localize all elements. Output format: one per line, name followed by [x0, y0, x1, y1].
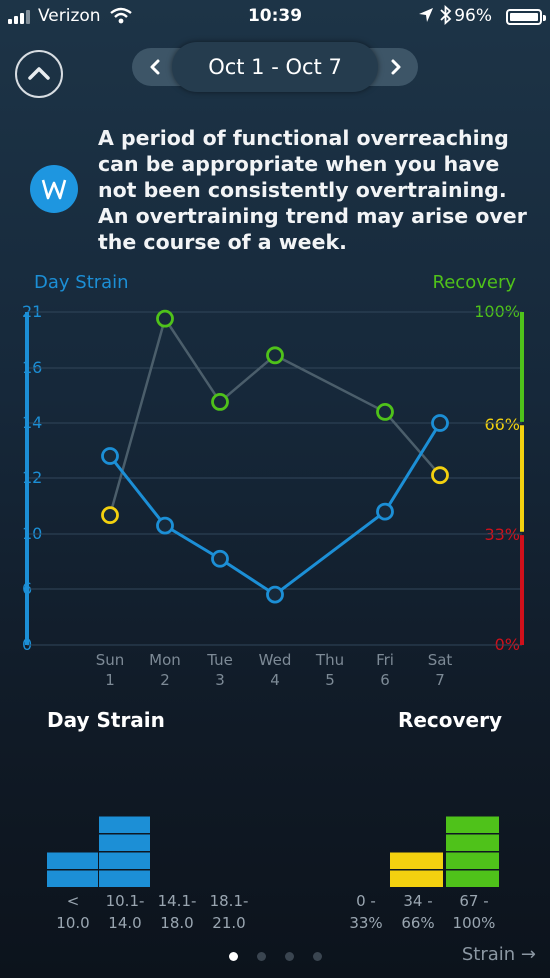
wifi-icon	[110, 7, 132, 24]
page-dot[interactable]	[313, 952, 322, 961]
strain-bin-segment	[99, 834, 150, 851]
day-label: Wed 4	[258, 651, 292, 689]
left-axis-title: Day Strain	[34, 272, 129, 293]
battery-icon	[506, 9, 546, 25]
day-label: Mon 2	[149, 651, 181, 689]
trend-chart	[25, 309, 524, 646]
recovery-distribution-title: Recovery	[397, 708, 502, 732]
right-tick-label: 66%	[484, 415, 520, 435]
bin-label: 34 -66%	[401, 892, 435, 932]
recovery-bin-segment	[446, 834, 499, 851]
page-dot[interactable]	[257, 952, 266, 961]
strain-line	[108, 422, 442, 597]
date-range-pill[interactable]	[172, 42, 378, 92]
collapse-button[interactable]	[15, 50, 63, 98]
carrier-label: Verizon	[38, 6, 101, 26]
recovery-bin-segment	[390, 870, 443, 887]
right-axis-title: Recovery	[432, 272, 516, 293]
recovery-point	[266, 346, 284, 365]
distribution-bars	[47, 816, 499, 887]
bin-label: 14.1- 18.0	[157, 892, 197, 932]
bin-label: 18.1- 21.0	[209, 892, 249, 932]
recovery-point	[431, 466, 449, 485]
recovery-bin-segment	[390, 852, 443, 869]
insight-text: A period of functional overreaching can …	[98, 126, 527, 254]
chevron-left-icon	[150, 59, 160, 75]
status-bar: Verizon 10:39 96%	[0, 0, 550, 32]
next-week-button[interactable]	[381, 52, 411, 82]
strain-point	[431, 414, 449, 432]
page-dot[interactable]	[285, 952, 294, 961]
strain-point	[156, 516, 174, 535]
strain-bin-segment	[99, 870, 150, 887]
recovery-bin-segment	[446, 852, 499, 869]
chevron-right-icon	[391, 59, 401, 75]
day-label: Tue 3	[207, 651, 233, 689]
strain-bin-segment	[47, 852, 98, 869]
bin-label: 67 -100%	[452, 892, 496, 932]
battery-percent: 96%	[454, 6, 492, 26]
page-dot[interactable]	[229, 952, 238, 961]
day-label: Sun 1	[95, 651, 125, 689]
recovery-point	[376, 402, 394, 421]
whoop-logo-icon	[30, 165, 78, 213]
recovery-line	[108, 315, 441, 516]
strain-point	[211, 549, 229, 568]
strain-distribution-title: Day Strain	[47, 708, 165, 732]
day-label: Thu 5	[315, 651, 345, 689]
strain-point	[101, 447, 119, 465]
recovery-point	[211, 393, 229, 411]
date-range-label: Oct 1 - Oct 7	[208, 55, 342, 79]
strain-bin-segment	[47, 870, 98, 887]
day-label: Fri 6	[376, 651, 394, 689]
recovery-bin-segment	[446, 816, 499, 833]
location-icon	[419, 8, 433, 22]
strain-bin-segment	[99, 852, 150, 869]
recovery-point	[156, 309, 174, 328]
right-tick-label: 33%	[484, 525, 520, 545]
recovery-bin-segment	[446, 870, 499, 887]
bin-label: 0 -33%	[349, 892, 383, 932]
strain-point	[266, 585, 284, 604]
previous-week-button[interactable]	[140, 52, 170, 82]
recovery-point	[101, 506, 119, 525]
next-strain-link[interactable]: Strain →	[461, 944, 536, 965]
day-label: Sat 7	[427, 651, 453, 689]
bin-label: 10.1- 14.0	[105, 892, 145, 932]
clock: 10:39	[247, 6, 303, 26]
bin-label: <10.0	[56, 892, 90, 932]
strain-bin-segment	[99, 816, 150, 833]
bluetooth-icon	[440, 5, 452, 25]
chevron-up-icon	[28, 67, 50, 80]
strain-point	[376, 502, 394, 521]
